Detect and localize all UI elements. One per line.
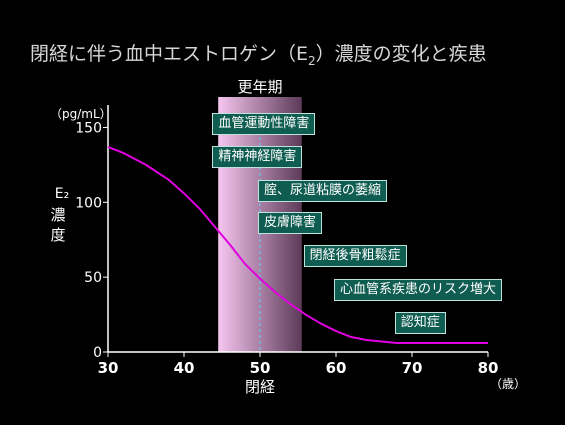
x-tick-label: 60 bbox=[326, 359, 347, 377]
y-axis-label-char: 度 bbox=[50, 226, 65, 244]
disease-annotation: 皮膚障害 bbox=[258, 212, 323, 234]
disease-annotation: 閉経後骨粗鬆症 bbox=[303, 245, 407, 267]
x-tick-label: 40 bbox=[174, 359, 195, 377]
x-tick-label: 30 bbox=[98, 359, 119, 377]
chart-title: 閉経に伴う血中エストロゲン（E2）濃度の変化と疾患 bbox=[30, 43, 487, 68]
e2-concentration-line bbox=[107, 145, 488, 345]
y-unit-label: （pg/mL） bbox=[50, 107, 112, 121]
disease-annotation: 認知症 bbox=[394, 312, 446, 334]
disease-annotation: 腟、尿道粘膜の萎縮 bbox=[258, 180, 388, 202]
x-tick-label: 70 bbox=[402, 359, 423, 377]
x-axis-label: 閉経 bbox=[245, 378, 275, 396]
band-label: 更年期 bbox=[237, 78, 282, 96]
x-tick-label: 50 bbox=[250, 359, 271, 377]
y-tick-label: 150 bbox=[75, 120, 102, 136]
y-tick-label: 50 bbox=[84, 270, 102, 286]
y-axis-label-char: 濃 bbox=[50, 206, 65, 224]
disease-annotation: 精神神経障害 bbox=[212, 146, 303, 168]
x-unit-label: （歳） bbox=[490, 377, 526, 391]
y-tick-label: 100 bbox=[75, 195, 102, 211]
disease-annotation: 心血管系疾患のリスク増大 bbox=[334, 279, 503, 301]
x-tick-label: 80 bbox=[478, 359, 499, 377]
y-tick-label: 0 bbox=[93, 345, 102, 361]
y-axis-label-symbol: E₂ bbox=[55, 186, 69, 202]
disease-annotation: 血管運動性障害 bbox=[212, 113, 316, 135]
